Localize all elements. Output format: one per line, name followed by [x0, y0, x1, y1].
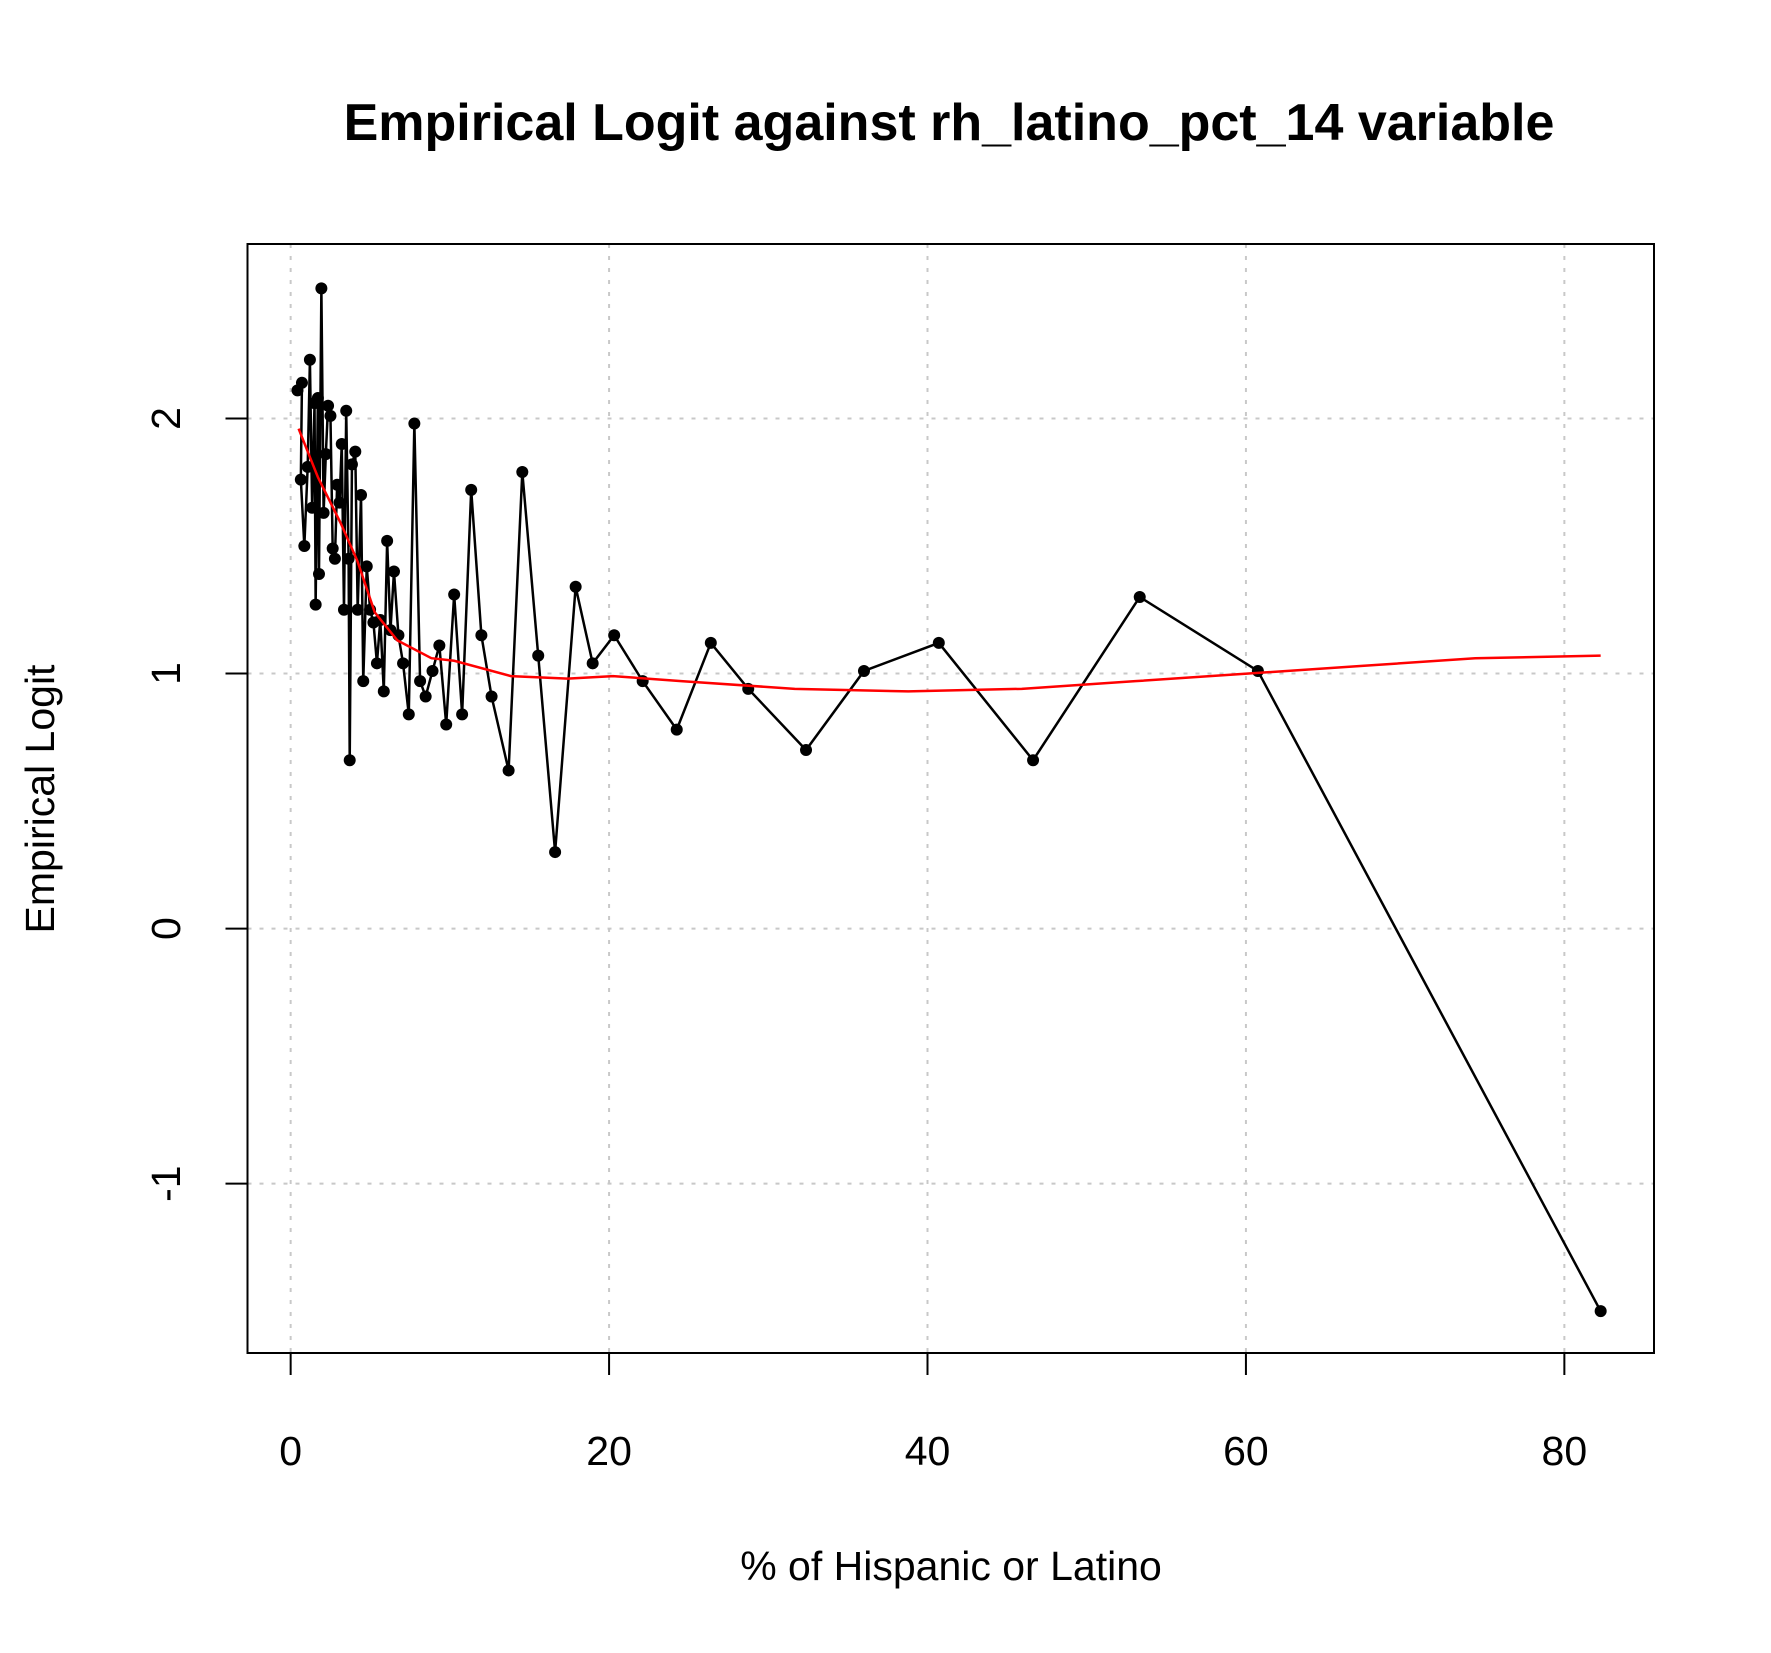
x-tick-label: 60 [1223, 1428, 1269, 1474]
data-point [319, 448, 332, 461]
data-point [322, 399, 335, 412]
data-point [670, 723, 683, 736]
data-point [932, 636, 945, 649]
data-point [532, 649, 545, 662]
data-point [397, 657, 410, 670]
y-tick-label: -1 [143, 1165, 189, 1201]
plot-frame [246, 243, 1655, 1354]
data-point [800, 744, 813, 757]
data-point [608, 629, 621, 642]
data-point [351, 603, 364, 616]
data-point [306, 501, 319, 514]
y-tick-label: 2 [143, 407, 189, 430]
data-point [303, 353, 316, 366]
data-point [343, 754, 356, 767]
data-point [456, 708, 469, 721]
data-point [381, 534, 394, 547]
data-point [502, 764, 515, 777]
data-point [516, 466, 529, 479]
data-point [349, 445, 362, 458]
data-point [355, 488, 368, 501]
data-point [337, 603, 350, 616]
x-tick-label: 40 [905, 1428, 951, 1474]
data-point [440, 718, 453, 731]
data-point [448, 588, 461, 601]
chart-title: Empirical Logit against rh_latino_pct_14… [344, 94, 1555, 152]
data-point [408, 417, 421, 430]
data-point [315, 282, 328, 295]
series-line [297, 428, 1601, 693]
data-point [370, 657, 383, 670]
series-line [296, 288, 1602, 1312]
data-point [312, 568, 325, 581]
data-point [1594, 1305, 1607, 1318]
x-tick-label: 80 [1542, 1428, 1588, 1474]
y-axis-label: Empirical Logit [17, 664, 63, 933]
data-point [1133, 591, 1146, 604]
data-point [311, 392, 324, 405]
data-point [333, 496, 346, 509]
data-point [414, 675, 427, 688]
data-point [331, 478, 344, 491]
x-tick-label: 0 [279, 1428, 302, 1474]
data-point [857, 664, 870, 677]
data-point [465, 483, 478, 496]
x-axis-label: % of Hispanic or Latino [740, 1543, 1162, 1589]
data-point [309, 598, 322, 611]
data-point [340, 404, 353, 417]
data-point [328, 552, 341, 565]
data-point [569, 580, 582, 593]
data-point [298, 539, 311, 552]
data-point [419, 690, 432, 703]
y-tick-label: 1 [143, 662, 189, 685]
data-point [387, 565, 400, 578]
data-point [433, 639, 446, 652]
data-point [301, 460, 314, 473]
y-tick-label: 0 [143, 917, 189, 940]
data-point [586, 657, 599, 670]
x-tick-label: 20 [586, 1428, 632, 1474]
data-point [426, 664, 439, 677]
data-point [295, 376, 308, 389]
data-point [294, 473, 307, 486]
data-point [402, 708, 415, 721]
data-point [357, 675, 370, 688]
data-point [335, 437, 348, 450]
data-point [475, 629, 488, 642]
data-point [377, 685, 390, 698]
data-point [317, 506, 330, 519]
data-point [485, 690, 498, 703]
data-point [345, 458, 358, 471]
data-point [324, 409, 337, 422]
data-point [326, 542, 339, 555]
data-point [549, 846, 562, 859]
data-point [1027, 754, 1040, 767]
data-point [342, 552, 355, 565]
data-point [1251, 664, 1264, 677]
data-point [360, 560, 373, 573]
data-point [704, 636, 717, 649]
